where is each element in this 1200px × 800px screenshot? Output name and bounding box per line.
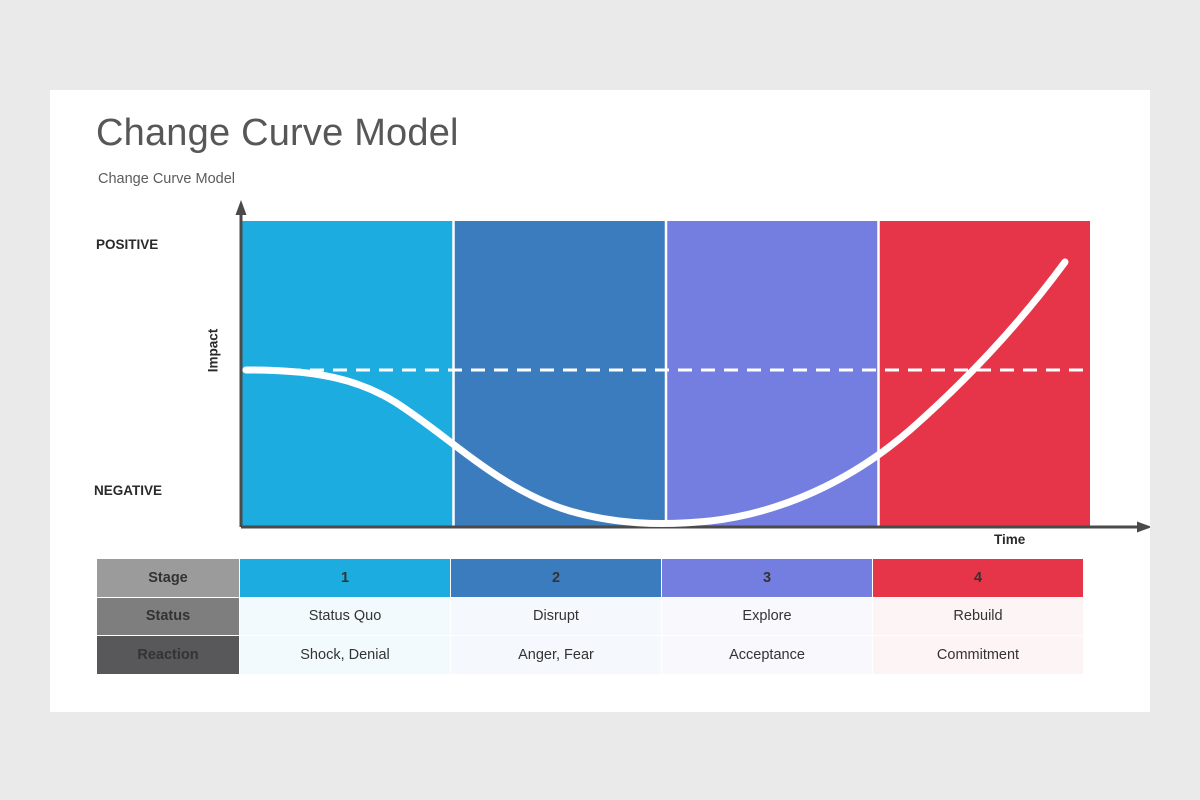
status-cell-4[interactable]: Rebuild [872, 596, 1084, 636]
stage-number-1[interactable]: 1 [239, 558, 451, 598]
stage-table: Stage 1 2 3 4 Status Status Quo Disrupt … [96, 558, 1084, 675]
reaction-cell-1[interactable]: Shock, Denial [239, 635, 451, 675]
page-subtitle: Change Curve Model [98, 171, 236, 187]
x-axis-arrow-icon [1137, 521, 1150, 533]
stage-band-2 [453, 221, 666, 527]
axis-label-positive: POSITIVE [96, 237, 159, 252]
table-row-stage: Stage 1 2 3 4 [96, 558, 1084, 598]
change-curve-line [242, 258, 1069, 528]
chart-svg [235, 200, 1150, 533]
axis-label-time: Time [994, 532, 1026, 547]
stage-number-3[interactable]: 3 [661, 558, 873, 598]
stage-number-2[interactable]: 2 [450, 558, 662, 598]
status-cell-2[interactable]: Disrupt [450, 596, 662, 636]
stage-band-3 [666, 221, 879, 527]
y-axis-arrow-icon [235, 200, 247, 215]
change-curve-chart: POSITIVE NEGATIVE Impact Time [50, 90, 1150, 560]
row-header-status: Status [96, 596, 240, 636]
reaction-cell-2[interactable]: Anger, Fear [450, 635, 662, 675]
table-row-status: Status Status Quo Disrupt Explore Rebuil… [96, 596, 1084, 636]
status-cell-3[interactable]: Explore [661, 596, 873, 636]
axis-label-negative: NEGATIVE [94, 483, 163, 498]
slide-card: Change Curve Model Change Curve Model P [50, 90, 1150, 712]
reaction-cell-4[interactable]: Commitment [872, 635, 1084, 675]
page-title: Change Curve Model [96, 112, 459, 154]
axis-label-impact: Impact [205, 328, 221, 373]
status-cell-1[interactable]: Status Quo [239, 596, 451, 636]
row-header-stage: Stage [96, 558, 240, 598]
row-header-reaction: Reaction [96, 635, 240, 675]
stage-band-1 [241, 221, 454, 527]
stage-number-4[interactable]: 4 [872, 558, 1084, 598]
reaction-cell-3[interactable]: Acceptance [661, 635, 873, 675]
table-row-reaction: Reaction Shock, Denial Anger, Fear Accep… [96, 635, 1084, 675]
